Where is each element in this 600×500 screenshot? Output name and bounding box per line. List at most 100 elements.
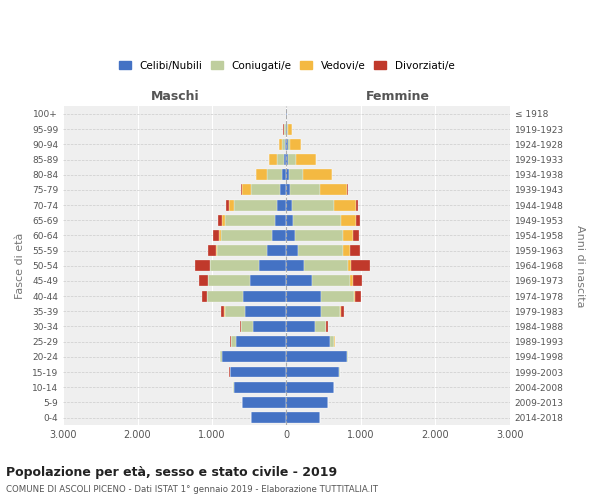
Bar	[288, 124, 292, 134]
Bar	[277, 200, 286, 210]
Bar	[293, 215, 341, 226]
Bar	[329, 336, 334, 347]
Bar	[250, 276, 286, 286]
Bar	[341, 306, 344, 317]
Bar	[267, 245, 286, 256]
Bar	[296, 154, 316, 165]
Bar	[341, 215, 356, 226]
Bar	[283, 139, 285, 150]
Bar	[272, 230, 286, 241]
Bar	[269, 154, 277, 165]
Bar	[251, 184, 280, 196]
Bar	[353, 276, 362, 286]
Bar	[286, 366, 339, 378]
Bar	[219, 230, 221, 241]
Bar	[277, 154, 284, 165]
Bar	[199, 276, 208, 286]
Bar	[286, 397, 328, 408]
Bar	[286, 230, 295, 241]
Bar	[347, 184, 349, 196]
Bar	[217, 245, 267, 256]
Bar	[292, 200, 334, 210]
Bar	[356, 215, 360, 226]
Bar	[286, 260, 304, 271]
Bar	[354, 290, 355, 302]
Bar	[350, 276, 353, 286]
Text: Maschi: Maschi	[151, 90, 199, 104]
Bar	[290, 184, 320, 196]
Bar	[280, 184, 286, 196]
Bar	[241, 184, 242, 196]
Bar	[221, 306, 224, 317]
Bar	[286, 215, 293, 226]
Bar	[233, 382, 286, 392]
Bar	[230, 366, 286, 378]
Bar	[315, 321, 326, 332]
Bar	[355, 290, 361, 302]
Bar	[287, 139, 290, 150]
Bar	[284, 154, 286, 165]
Bar	[245, 306, 286, 317]
Bar	[312, 276, 350, 286]
Text: Femmine: Femmine	[366, 90, 430, 104]
Bar	[348, 260, 352, 271]
Bar	[286, 139, 287, 150]
Bar	[289, 169, 304, 180]
Bar	[286, 352, 347, 362]
Bar	[251, 412, 286, 423]
Bar	[213, 230, 219, 241]
Bar	[334, 200, 356, 210]
Y-axis label: Anni di nascita: Anni di nascita	[575, 224, 585, 307]
Bar	[242, 184, 251, 196]
Bar	[343, 245, 350, 256]
Bar	[298, 245, 343, 256]
Bar	[234, 200, 277, 210]
Bar	[347, 352, 348, 362]
Bar	[320, 306, 340, 317]
Bar	[280, 139, 283, 150]
Bar	[286, 184, 290, 196]
Bar	[222, 215, 226, 226]
Bar	[320, 184, 347, 196]
Bar	[268, 169, 283, 180]
Bar	[211, 260, 259, 271]
Bar	[285, 139, 286, 150]
Bar	[304, 260, 348, 271]
Bar	[286, 290, 320, 302]
Bar	[304, 169, 332, 180]
Bar	[236, 336, 286, 347]
Bar	[275, 215, 286, 226]
Bar	[216, 245, 217, 256]
Y-axis label: Fasce di età: Fasce di età	[15, 232, 25, 299]
Bar	[320, 290, 354, 302]
Bar	[283, 169, 286, 180]
Legend: Celibi/Nubili, Coniugati/e, Vedovi/e, Divorziati/e: Celibi/Nubili, Coniugati/e, Vedovi/e, Di…	[119, 60, 454, 70]
Text: COMUNE DI ASCOLI PICENO - Dati ISTAT 1° gennaio 2019 - Elaborazione TUTTITALIA.I: COMUNE DI ASCOLI PICENO - Dati ISTAT 1° …	[6, 485, 378, 494]
Bar	[352, 260, 370, 271]
Bar	[284, 124, 286, 134]
Bar	[286, 200, 292, 210]
Bar	[218, 215, 222, 226]
Bar	[259, 260, 286, 271]
Bar	[208, 245, 216, 256]
Bar	[221, 230, 272, 241]
Bar	[229, 200, 234, 210]
Bar	[256, 169, 268, 180]
Bar	[226, 215, 275, 226]
Bar	[286, 169, 289, 180]
Bar	[286, 154, 288, 165]
Bar	[253, 321, 286, 332]
Bar	[350, 245, 361, 256]
Bar	[287, 124, 288, 134]
Bar	[220, 352, 221, 362]
Bar	[286, 321, 315, 332]
Bar	[202, 290, 207, 302]
Bar	[221, 352, 286, 362]
Bar	[231, 336, 236, 347]
Bar	[195, 260, 210, 271]
Bar	[286, 412, 320, 423]
Bar	[286, 276, 312, 286]
Bar	[295, 230, 343, 241]
Bar	[226, 200, 229, 210]
Bar	[286, 306, 320, 317]
